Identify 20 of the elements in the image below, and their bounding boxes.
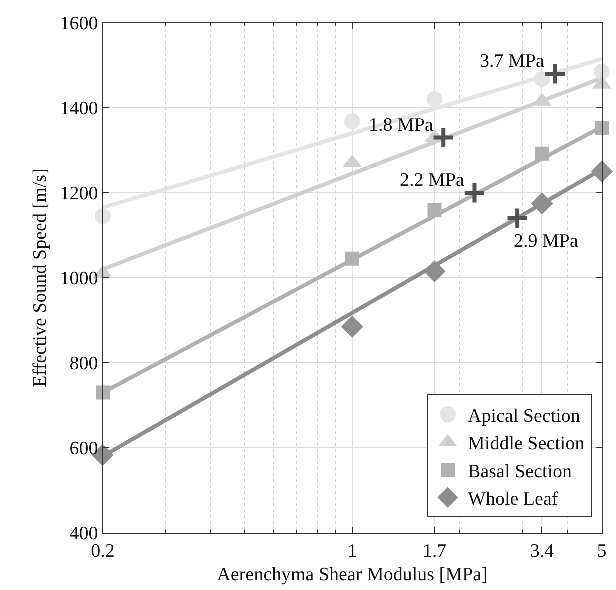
legend-label: Apical Section [468,406,581,427]
y-tick-label: 1600 [60,14,98,35]
y-tick-label: 600 [70,438,98,460]
annotation: 3.7 MPa [480,51,545,72]
x-tick-label: 1.7 [422,540,447,562]
x-axis-title: Aerenchyma Shear Modulus [MPa] [217,564,488,586]
y-tick-label: 1000 [60,268,98,290]
y-tick-label: 1400 [60,98,98,120]
x-tick-label: 1 [348,540,358,562]
annotation: 2.2 MPa [400,170,465,191]
y-axis-title: Effective Sound Speed [m/s] [30,168,52,388]
x-tick-label: 5 [597,540,607,562]
legend-label: Middle Section [468,434,586,455]
legend-label: Basal Section [468,461,572,482]
annotation: 1.8 MPa [369,115,434,136]
x-tick-label: 3.4 [530,540,555,562]
y-tick-label: 800 [70,354,98,375]
y-tick-label: 1200 [60,184,98,205]
legend-label: Whole Leaf [468,489,559,510]
annotation: 2.9 MPa [514,231,579,252]
